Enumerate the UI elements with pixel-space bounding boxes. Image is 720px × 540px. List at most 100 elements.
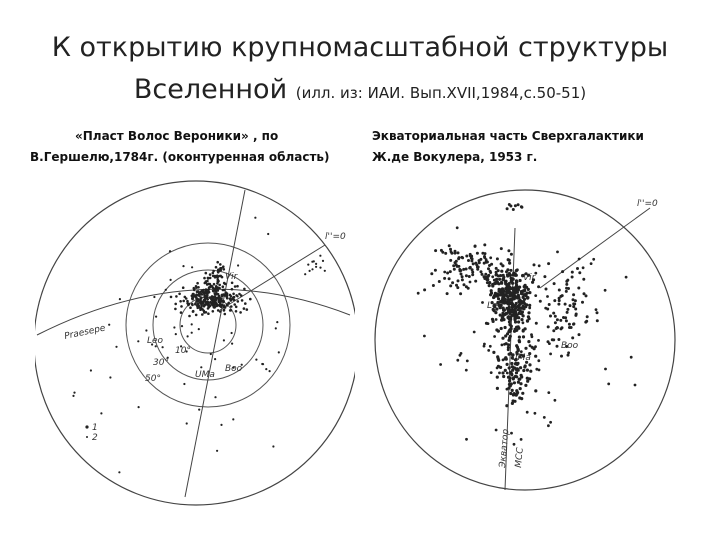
galaxy-dot	[604, 367, 607, 371]
galaxy-dot	[505, 387, 509, 391]
galaxy-dot	[475, 251, 479, 255]
galaxy-dot	[572, 322, 576, 326]
galaxy-dot	[498, 293, 502, 297]
galaxy-dot	[462, 283, 466, 287]
galaxy-dot	[202, 288, 205, 292]
galaxy-dot	[517, 320, 521, 324]
galaxy-dot	[216, 286, 220, 289]
galaxy-dot	[196, 306, 199, 310]
galaxy-dot	[574, 307, 578, 311]
galaxy-dot	[203, 297, 207, 301]
title-note: (илл. из: ИАИ. Вып.XVII,1984,с.50-51)	[295, 84, 587, 102]
galaxy-dot	[525, 285, 529, 289]
galaxy-dot	[455, 283, 458, 287]
galaxy-dot	[220, 293, 224, 297]
galaxy-dot	[155, 315, 158, 318]
galaxy-dot	[465, 359, 469, 363]
galaxy-dot	[525, 376, 529, 380]
galaxy-dot	[204, 303, 207, 306]
galaxy-dot	[312, 260, 315, 263]
galaxy-dot	[512, 381, 516, 385]
galaxy-dot	[464, 274, 468, 278]
galaxy-dot	[559, 318, 563, 322]
galaxy-dot	[510, 373, 514, 377]
galaxy-dot	[224, 291, 228, 294]
galaxy-dot	[495, 257, 499, 261]
galaxy-dot	[492, 295, 496, 300]
galaxy-dot	[449, 250, 453, 254]
galaxy-dot	[115, 345, 118, 348]
galaxy-dot	[439, 363, 442, 366]
galaxy-dot	[455, 264, 459, 268]
galaxy-dot	[202, 309, 206, 313]
galaxy-dot	[174, 302, 177, 306]
galaxy-dot	[465, 437, 468, 441]
galaxy-dot	[467, 259, 470, 262]
galaxy-dot	[495, 375, 499, 379]
galaxy-dot	[513, 327, 517, 331]
galaxy-dot	[504, 334, 508, 338]
galaxy-dot	[505, 283, 509, 287]
galaxy-dot	[151, 343, 154, 346]
galaxy-dot	[454, 259, 458, 263]
galaxy-dot	[191, 310, 195, 313]
galaxy-dot	[501, 358, 505, 362]
galaxy-dot	[527, 273, 531, 277]
galaxy-dot	[448, 270, 452, 274]
galaxy-dot	[486, 322, 490, 325]
galaxy-dot	[441, 250, 445, 254]
galaxy-dot	[496, 300, 500, 305]
galaxy-dot	[513, 272, 517, 276]
galaxy-dot	[204, 290, 208, 293]
galaxy-dot	[182, 299, 185, 303]
galaxy-dot	[510, 302, 515, 306]
galaxy-dot	[216, 280, 220, 284]
galaxy-dot	[211, 304, 215, 307]
galaxy-dot	[506, 375, 511, 379]
galaxy-dot	[218, 283, 221, 287]
galaxy-dot	[495, 386, 499, 390]
galaxy-dot	[547, 303, 551, 306]
galaxy-dot	[237, 264, 240, 267]
galaxy-dot	[484, 272, 488, 276]
galaxy-dot	[234, 305, 238, 309]
galaxy-dot	[525, 368, 529, 372]
ring	[125, 242, 291, 408]
galaxy-dot	[505, 371, 509, 375]
galaxy-dot	[261, 363, 265, 366]
galaxy-dot	[443, 276, 447, 280]
galaxy-dot	[507, 299, 511, 303]
galaxy-dot	[430, 272, 434, 276]
galaxy-dot	[169, 278, 172, 281]
galaxy-dot	[188, 314, 191, 318]
galaxy-dot	[565, 345, 569, 348]
galaxy-dot	[471, 262, 475, 266]
galaxy-dot	[505, 207, 509, 211]
galaxy-dot	[470, 268, 474, 272]
galaxy-dot	[161, 346, 164, 349]
galaxy-dot	[477, 261, 481, 265]
galaxy-dot	[274, 327, 277, 330]
galaxy-dot	[194, 313, 198, 317]
galaxy-dot	[564, 289, 568, 293]
galaxy-dot	[219, 301, 222, 305]
galaxy-dot	[203, 276, 206, 280]
label: Leo	[147, 336, 164, 346]
galaxy-dot	[491, 307, 495, 312]
galaxy-dot	[528, 306, 532, 310]
galaxy-dot	[230, 305, 233, 308]
galaxy-dot	[521, 335, 526, 339]
galaxy-dot	[578, 271, 582, 275]
galaxy-dot	[577, 333, 581, 337]
galaxy-dot	[265, 368, 268, 371]
galaxy-dot	[500, 269, 504, 273]
galaxy-dot	[485, 260, 489, 264]
galaxy-dot	[508, 379, 511, 382]
galaxy-dot	[474, 279, 478, 283]
galaxy-dot	[460, 275, 464, 279]
galaxy-dot	[502, 275, 506, 279]
galaxy-dot	[227, 301, 230, 305]
galaxy-dot	[201, 313, 204, 316]
galaxy-dot	[518, 387, 522, 391]
